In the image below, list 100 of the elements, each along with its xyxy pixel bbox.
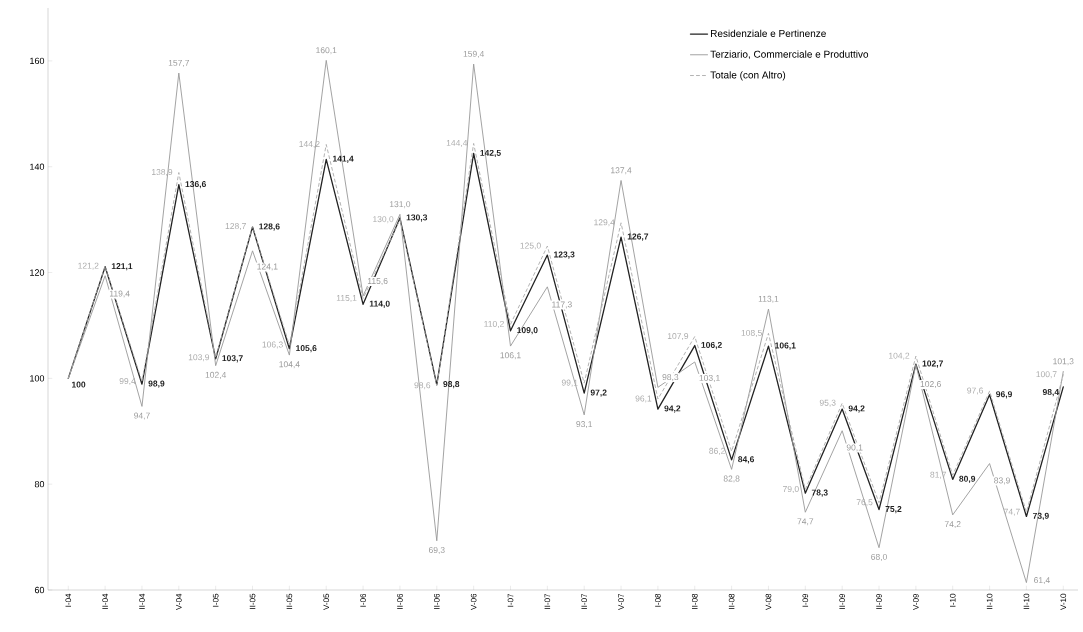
x-tick-label: II-07 bbox=[544, 593, 551, 609]
x-tick-label: V-09 bbox=[913, 593, 919, 610]
data-label: 79,0 bbox=[783, 485, 799, 493]
data-label: 126,7 bbox=[627, 233, 649, 241]
data-label: 106,3 bbox=[262, 341, 283, 349]
x-tick-label: I-05 bbox=[212, 593, 219, 607]
data-label: 102,6 bbox=[920, 381, 941, 389]
data-label: 94,7 bbox=[134, 412, 150, 420]
data-label: 104,2 bbox=[889, 352, 910, 360]
data-label: 98,6 bbox=[414, 382, 431, 390]
data-label: 61,4 bbox=[1034, 577, 1050, 585]
data-label: 130,0 bbox=[373, 216, 394, 224]
data-label: 82,8 bbox=[723, 475, 740, 483]
data-label: 81,7 bbox=[930, 471, 947, 479]
data-label: 105,6 bbox=[296, 345, 317, 353]
data-label: 74,7 bbox=[1004, 508, 1020, 516]
x-tick-label: V-08 bbox=[765, 593, 772, 610]
data-label: 104,4 bbox=[279, 361, 300, 369]
data-label: 103,1 bbox=[699, 374, 720, 382]
data-label: 136,6 bbox=[185, 181, 206, 189]
legend-label: Totale (con Altro) bbox=[710, 71, 786, 81]
data-label: 108,5 bbox=[741, 329, 762, 337]
data-label: 98,4 bbox=[1042, 389, 1060, 397]
data-label: 115,6 bbox=[367, 277, 388, 285]
data-label: 90,1 bbox=[846, 444, 863, 452]
x-tick-label: V-05 bbox=[323, 593, 330, 610]
data-label: 69,3 bbox=[428, 547, 445, 555]
data-label: 119,4 bbox=[109, 290, 130, 298]
data-label: 124,1 bbox=[257, 263, 278, 271]
data-label: 128,6 bbox=[259, 223, 280, 231]
x-tick-label: V-10 bbox=[1060, 593, 1067, 610]
data-label: 99,1 bbox=[561, 379, 578, 387]
data-label: 141,4 bbox=[332, 155, 354, 163]
x-tick-label: II-05 bbox=[249, 593, 256, 609]
x-tick-label: I-08 bbox=[655, 593, 661, 607]
data-label: 117,3 bbox=[552, 301, 572, 309]
data-label: 115,1 bbox=[336, 295, 357, 302]
data-label: 100 bbox=[72, 381, 86, 388]
x-tick-label: II-06 bbox=[397, 593, 403, 609]
data-label: 144,4 bbox=[446, 139, 468, 147]
data-label: 96,1 bbox=[635, 395, 652, 403]
data-label: 97,2 bbox=[590, 389, 607, 397]
data-label: 80,9 bbox=[959, 475, 976, 484]
data-label: 109,0 bbox=[517, 327, 538, 335]
data-label: 94,2 bbox=[664, 405, 681, 413]
x-tick-label: I-06 bbox=[360, 593, 366, 607]
y-tick-label: 120 bbox=[30, 269, 45, 276]
legend-label: Terziario, Commerciale e Produttivo bbox=[710, 50, 869, 59]
data-label: 103,9 bbox=[188, 354, 210, 362]
data-label: 101,3 bbox=[1053, 358, 1074, 366]
legend-label: Residenziale e Pertinenze bbox=[710, 29, 826, 37]
data-label: 102,7 bbox=[922, 360, 943, 368]
x-tick-label: II-04 bbox=[139, 593, 145, 609]
x-tick-label: I-07 bbox=[507, 593, 514, 607]
data-label: 137,4 bbox=[611, 167, 632, 175]
data-label: 157,7 bbox=[168, 59, 190, 67]
y-tick-label: 60 bbox=[34, 586, 45, 594]
data-label: 98,9 bbox=[148, 380, 165, 388]
data-label: 138,9 bbox=[152, 169, 173, 177]
data-label: 123,3 bbox=[554, 251, 575, 259]
data-label: 107,9 bbox=[667, 333, 689, 341]
data-label: 68,0 bbox=[871, 553, 887, 561]
x-tick-label: II-10 bbox=[986, 593, 993, 609]
data-label: 74,2 bbox=[944, 521, 961, 529]
x-tick-label: V-07 bbox=[618, 593, 624, 610]
x-tick-label: I-04 bbox=[65, 593, 72, 607]
data-label: 114,0 bbox=[369, 300, 390, 308]
data-label: 121,1 bbox=[111, 263, 133, 271]
data-label: 102,4 bbox=[205, 371, 227, 379]
x-tick-label: II-08 bbox=[691, 593, 698, 609]
data-label: 125,0 bbox=[520, 242, 541, 250]
data-label: 142,5 bbox=[480, 149, 501, 158]
data-label: 99,4 bbox=[119, 378, 136, 386]
data-label: 86,2 bbox=[709, 447, 725, 455]
data-label: 84,6 bbox=[738, 456, 755, 464]
data-label: 94,2 bbox=[848, 405, 865, 413]
x-tick-label: II-08 bbox=[728, 593, 735, 609]
x-tick-label: II-10 bbox=[1023, 593, 1030, 609]
data-label: 83,9 bbox=[994, 477, 1010, 485]
data-label: 98,8 bbox=[443, 381, 460, 389]
data-label: 159,4 bbox=[463, 50, 485, 58]
data-label: 76,5 bbox=[856, 499, 873, 507]
x-tick-label: I-10 bbox=[949, 593, 956, 607]
x-tick-label: II-07 bbox=[581, 593, 588, 609]
x-tick-label: II-04 bbox=[102, 593, 108, 609]
x-tick-label: I-09 bbox=[802, 593, 809, 607]
x-tick-label: II-06 bbox=[433, 593, 440, 609]
x-tick-label: II-05 bbox=[286, 593, 293, 609]
data-label: 160,1 bbox=[316, 47, 337, 55]
x-tick-label: V-04 bbox=[176, 593, 182, 610]
data-label: 78,3 bbox=[811, 489, 828, 497]
data-label: 95,3 bbox=[819, 399, 836, 407]
data-label: 97,6 bbox=[967, 387, 983, 395]
data-label: 103,7 bbox=[222, 355, 243, 363]
data-label: 74,7 bbox=[797, 518, 814, 526]
data-label: 128,7 bbox=[225, 223, 246, 231]
data-label: 93,1 bbox=[576, 421, 593, 429]
y-tick-label: 160 bbox=[30, 57, 45, 65]
data-label: 106,1 bbox=[775, 342, 796, 350]
data-label: 121,2 bbox=[78, 262, 99, 270]
